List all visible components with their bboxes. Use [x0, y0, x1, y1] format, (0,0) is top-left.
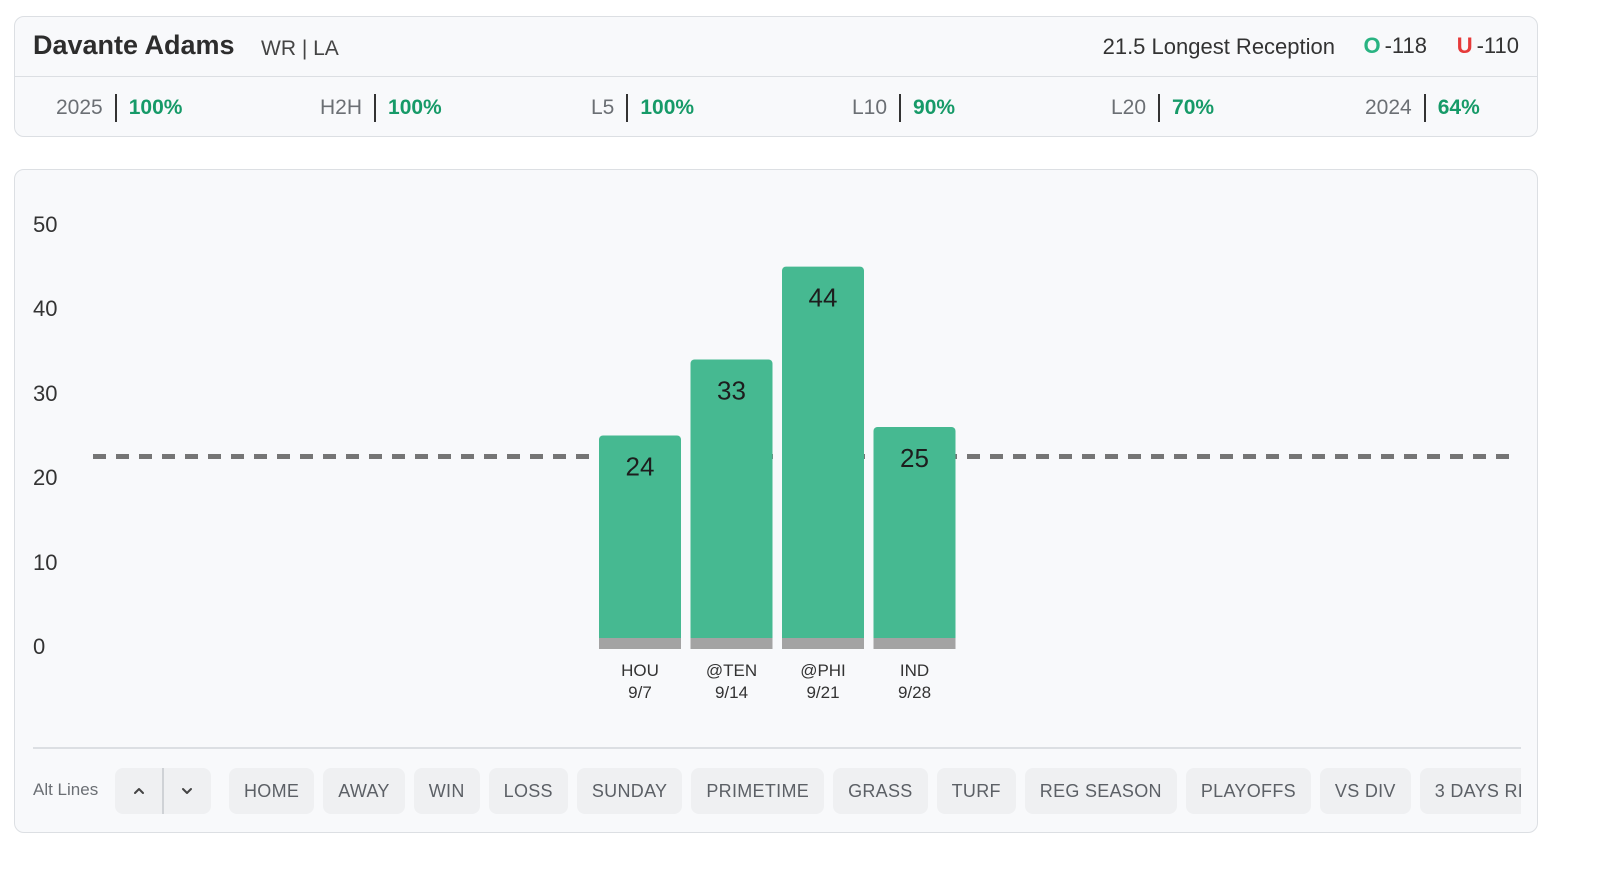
y-tick-label: 20 [33, 465, 58, 490]
x-category-label: @PHI [800, 661, 846, 680]
under-icon: U [1456, 33, 1473, 58]
y-tick-label: 50 [33, 212, 58, 237]
stat-label: L10 [852, 94, 902, 122]
over-odds-value: -118 [1384, 33, 1427, 58]
bar-base [873, 638, 956, 649]
x-date-label: 9/7 [628, 683, 652, 702]
bar[interactable] [690, 359, 773, 649]
over-icon: O [1363, 33, 1381, 58]
y-tick-label: 0 [33, 634, 46, 659]
stat-label: L20 [1111, 94, 1161, 122]
x-category-label: IND [900, 661, 929, 680]
prop-line: 21.5 Longest Reception [1102, 34, 1335, 59]
filter-chip-away[interactable]: AWAY [323, 768, 405, 814]
stat-label: H2H [320, 94, 377, 122]
stepper-divider [162, 768, 164, 814]
divider [33, 747, 1521, 749]
bar-value-label: 44 [809, 283, 838, 313]
y-tick-label: 30 [33, 381, 58, 406]
stat-label: L5 [591, 94, 629, 122]
filter-chip-playoffs[interactable]: PLAYOFFS [1185, 768, 1311, 814]
alt-line-down-button[interactable] [164, 768, 211, 814]
x-category-label: @TEN [706, 661, 757, 680]
bar-value-label: 33 [717, 375, 746, 405]
stat-2025[interactable]: 2025 100% [56, 93, 182, 123]
stat-value: 64% [1437, 96, 1480, 119]
over-odds[interactable]: O -118 [1363, 33, 1427, 59]
header-top-row: Davante Adams WR | LA 21.5 Longest Recep… [15, 17, 1537, 77]
filter-chips: HOME AWAY WIN LOSS SUNDAY PRIMETIME GRAS… [229, 768, 1521, 814]
bar-value-label: 25 [900, 443, 929, 473]
alt-line-up-button[interactable] [115, 768, 162, 814]
stat-l10[interactable]: L10 90% [852, 93, 955, 123]
chevron-up-icon [133, 788, 144, 794]
stat-value: 70% [1172, 96, 1215, 119]
stat-value: 100% [640, 96, 695, 119]
x-date-label: 9/14 [715, 683, 748, 702]
filter-chip-win[interactable]: WIN [413, 768, 480, 814]
filter-chip-loss[interactable]: LOSS [488, 768, 568, 814]
x-date-label: 9/21 [806, 683, 839, 702]
stat-h2h[interactable]: H2H 100% [320, 93, 442, 123]
bar-chart: 24 HOU 9/7 33 @TEN 9/14 44 @PHI 9/21 25 IND 9/28 [93, 266, 1513, 702]
game-log-chart-card: 50 40 30 20 10 0 24 HOU 9/7 33 @TEN 9/14 44 @PH… [14, 169, 1538, 833]
filter-chip-sunday[interactable]: SUNDAY [576, 768, 683, 814]
stat-2024[interactable]: 2024 64% [1365, 93, 1480, 123]
filter-chip-home[interactable]: HOME [229, 768, 315, 814]
alt-lines-label: Alt Lines [33, 780, 99, 799]
stat-value: 90% [913, 96, 956, 119]
bar-base [690, 638, 773, 649]
bar[interactable] [599, 435, 681, 649]
filter-chip-reg-season[interactable]: REG SEASON [1024, 768, 1177, 814]
stat-label: 2024 [1365, 94, 1426, 122]
chevron-down-icon [182, 788, 193, 794]
player-name: Davante Adams [33, 30, 235, 60]
filter-chip-3-days-rest[interactable]: 3 DAYS REST [1419, 768, 1521, 814]
filter-chip-primetime[interactable]: PRIMETIME [691, 768, 825, 814]
player-position-team: WR | LA [261, 37, 339, 60]
filter-bar: Alt Lines HOME AWAY WIN LOSS SUNDAY PRIM… [33, 768, 1521, 816]
under-odds-value: -110 [1476, 33, 1519, 58]
stat-l5[interactable]: L5 100% [591, 93, 694, 123]
stat-label: 2025 [56, 94, 117, 122]
filter-chip-turf[interactable]: TURF [936, 768, 1016, 814]
filter-chip-grass[interactable]: GRASS [833, 768, 928, 814]
bar[interactable] [873, 427, 956, 649]
bar-base [599, 638, 681, 649]
bar-value-label: 24 [626, 451, 655, 481]
bar-base [782, 638, 864, 649]
y-tick-label: 10 [33, 550, 58, 575]
filter-chip-vs-div[interactable]: VS DIV [1319, 768, 1411, 814]
alt-lines-stepper [115, 768, 211, 814]
player-prop-header: Davante Adams WR | LA 21.5 Longest Recep… [14, 16, 1538, 137]
stat-l20[interactable]: L20 70% [1111, 93, 1214, 123]
stat-value: 100% [388, 96, 442, 119]
x-category-label: HOU [621, 661, 659, 680]
hit-rate-row: 2025 100% H2H 100% L5 100% L10 90% L20 70% 20… [15, 77, 1537, 138]
bar[interactable] [782, 266, 864, 649]
x-date-label: 9/28 [898, 683, 931, 702]
under-odds[interactable]: U -110 [1457, 33, 1519, 59]
y-tick-label: 40 [33, 296, 58, 321]
stat-value: 100% [128, 96, 183, 119]
